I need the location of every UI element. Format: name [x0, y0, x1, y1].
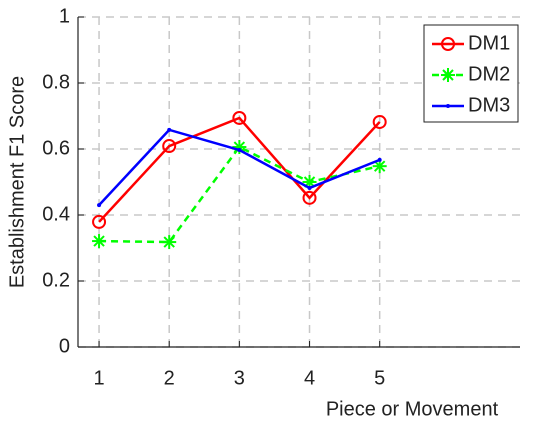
data-point: [92, 214, 107, 229]
marker-shape: [302, 190, 317, 205]
y-tick-label: 0.8: [42, 71, 70, 93]
x-tick-label: 1: [93, 367, 104, 389]
marker-shape: [442, 69, 454, 81]
x-tick-label: 5: [374, 367, 385, 389]
data-point: [377, 157, 382, 162]
y-tick-label: 0.6: [42, 137, 70, 159]
data-point: [162, 235, 177, 250]
legend-label: DM1: [468, 32, 510, 54]
data-point: [162, 139, 177, 154]
data-point: [92, 234, 107, 249]
marker-shape: [377, 157, 382, 162]
legend-marker: [441, 68, 455, 82]
data-point: [97, 203, 102, 208]
legend-label: DM2: [468, 63, 510, 85]
x-axis-label: Piece or Movement: [326, 398, 499, 420]
marker-shape: [441, 37, 455, 51]
marker-shape: [233, 141, 246, 153]
marker-shape: [446, 104, 450, 108]
data-point: [237, 147, 242, 152]
marker-shape: [237, 147, 242, 152]
y-tick-label: 0.4: [42, 203, 70, 225]
x-tick-label: 4: [304, 367, 315, 389]
marker-shape: [372, 114, 387, 129]
marker-shape: [97, 203, 102, 208]
x-tick-label: 2: [164, 367, 175, 389]
x-tick-label: 3: [234, 367, 245, 389]
data-point: [167, 127, 172, 132]
legend-marker: [446, 104, 450, 108]
y-tick-label: 0.2: [42, 269, 70, 291]
y-tick-label: 0: [59, 335, 70, 357]
data-point: [232, 110, 247, 125]
marker-shape: [307, 185, 312, 190]
y-axis-label: Establishment F1 Score: [6, 76, 28, 288]
data-point: [372, 114, 387, 129]
marker-shape: [232, 110, 247, 125]
series-line: [98, 116, 381, 223]
legend-marker: [441, 37, 455, 51]
marker-shape: [163, 236, 175, 248]
marker-shape: [162, 139, 177, 154]
data-point: [307, 185, 312, 190]
marker-shape: [93, 235, 105, 247]
series-line: [99, 145, 380, 244]
marker-shape: [373, 160, 386, 172]
data-point: [302, 190, 317, 205]
marker-shape: [167, 127, 172, 132]
y-tick-label: 1: [59, 5, 70, 27]
legend-label: DM3: [468, 94, 510, 116]
marker-shape: [92, 214, 107, 229]
